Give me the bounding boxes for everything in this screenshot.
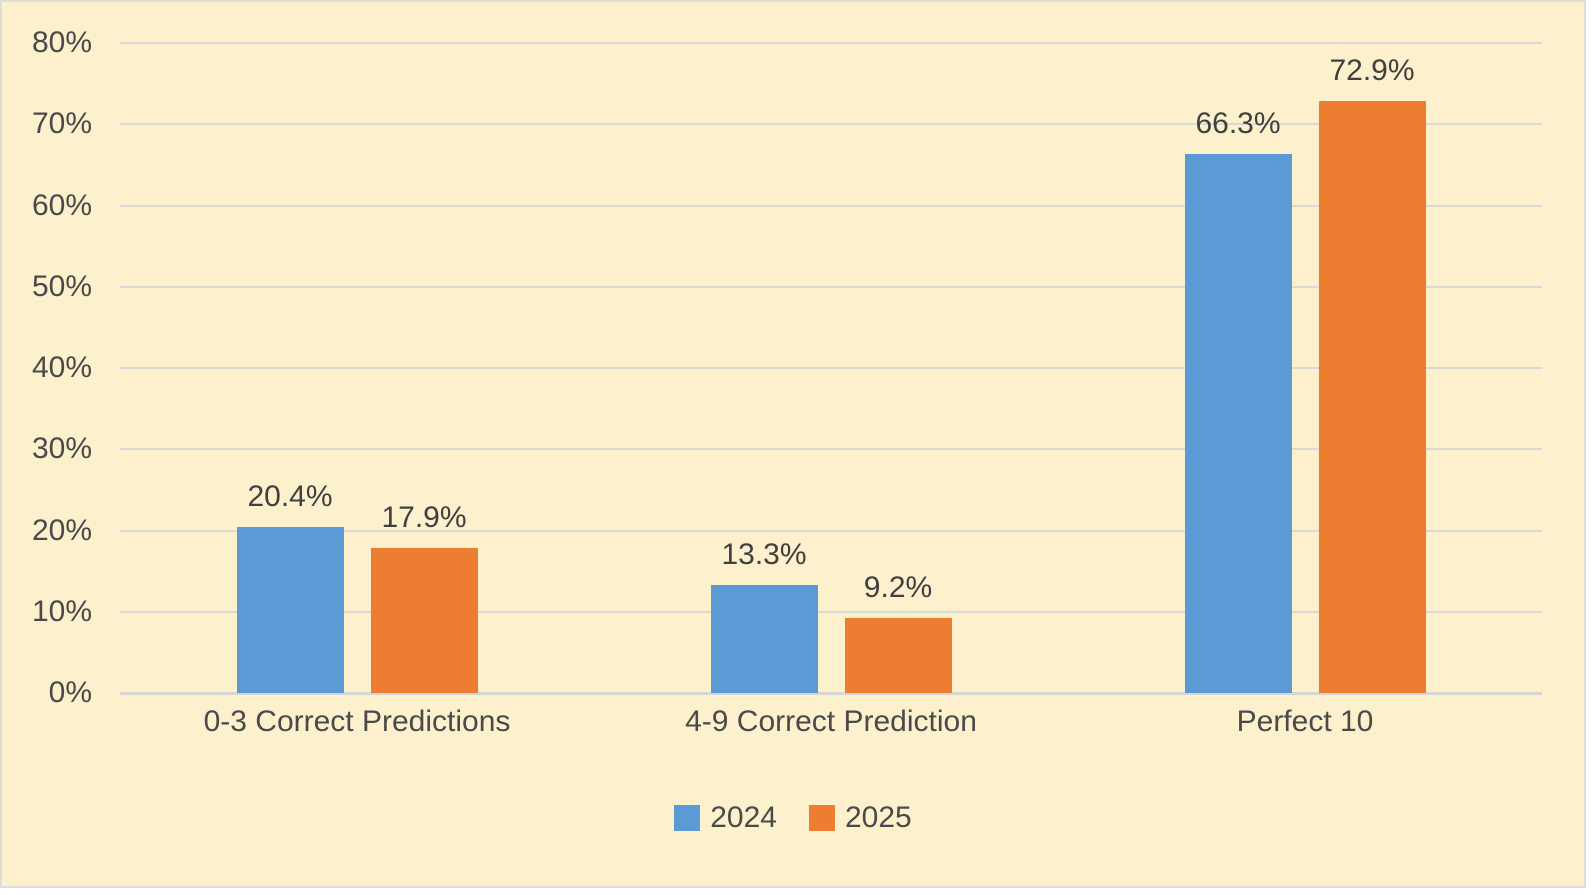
- gridline: [120, 123, 1542, 126]
- y-axis-tick-label: 50%: [31, 269, 92, 303]
- bar-2025: 72.9%: [1318, 55, 1426, 693]
- legend-label: 2024: [710, 801, 777, 834]
- gridline: [120, 367, 1542, 369]
- bar-2025: 17.9%: [370, 502, 478, 693]
- y-axis-tick-label: 40%: [31, 351, 92, 384]
- bar-value-label: 13.3%: [721, 537, 807, 571]
- category-label: 4-9 Correct Prediction: [685, 705, 977, 738]
- category-label: Perfect 10: [1236, 705, 1374, 738]
- y-axis-tick-label: 0%: [48, 676, 92, 709]
- bar-value-label: 66.3%: [1195, 107, 1281, 141]
- gridline: [120, 285, 1542, 288]
- legend: 2024 2025: [2, 803, 1584, 833]
- bar-value-label: 9.2%: [863, 571, 933, 605]
- y-axis-tick-label: 70%: [31, 107, 92, 141]
- bar-2024: 13.3%: [710, 539, 818, 693]
- category-label: 0-3 Correct Predictions: [203, 705, 511, 738]
- gridline: [120, 42, 1542, 44]
- legend-item-2024: 2024: [674, 803, 777, 833]
- bar-value-label: 17.9%: [381, 500, 467, 534]
- bar-2024: 66.3%: [1184, 109, 1292, 693]
- y-axis-tick-label: 30%: [31, 432, 92, 466]
- category-axis: 0-3 Correct Predictions 4-9 Correct Predi…: [120, 705, 1542, 739]
- legend-swatch-2024: [674, 805, 701, 831]
- gridline: [120, 529, 1542, 532]
- x-axis-line: [120, 692, 1542, 695]
- gridline: [120, 448, 1542, 451]
- bar-2024: 20.4%: [236, 482, 344, 693]
- legend-label: 2025: [845, 801, 912, 834]
- y-axis-tick-label: 20%: [31, 513, 92, 547]
- y-axis-tick-label: 10%: [31, 594, 92, 628]
- bar-value-label: 20.4%: [247, 480, 333, 514]
- y-axis-tick-label: 60%: [31, 188, 92, 222]
- bar-group-2: 13.3% 9.2%: [594, 43, 1068, 693]
- legend-swatch-2025: [809, 805, 835, 831]
- y-axis-tick-label: 80%: [31, 26, 92, 59]
- gridline: [120, 204, 1542, 207]
- gridline: [120, 610, 1542, 613]
- bar-group-1: 20.4% 17.9%: [120, 43, 594, 693]
- bar-2025: 9.2%: [844, 573, 952, 693]
- legend-item-2025: 2025: [809, 803, 912, 833]
- bar-group-3: 66.3% 72.9%: [1068, 43, 1542, 693]
- bar-value-label: 72.9%: [1329, 53, 1415, 87]
- plot-area: 0% 10% 20% 30% 40% 50% 60% 70% 80% 20.4% 17.9% 13.3…: [32, 28, 1542, 708]
